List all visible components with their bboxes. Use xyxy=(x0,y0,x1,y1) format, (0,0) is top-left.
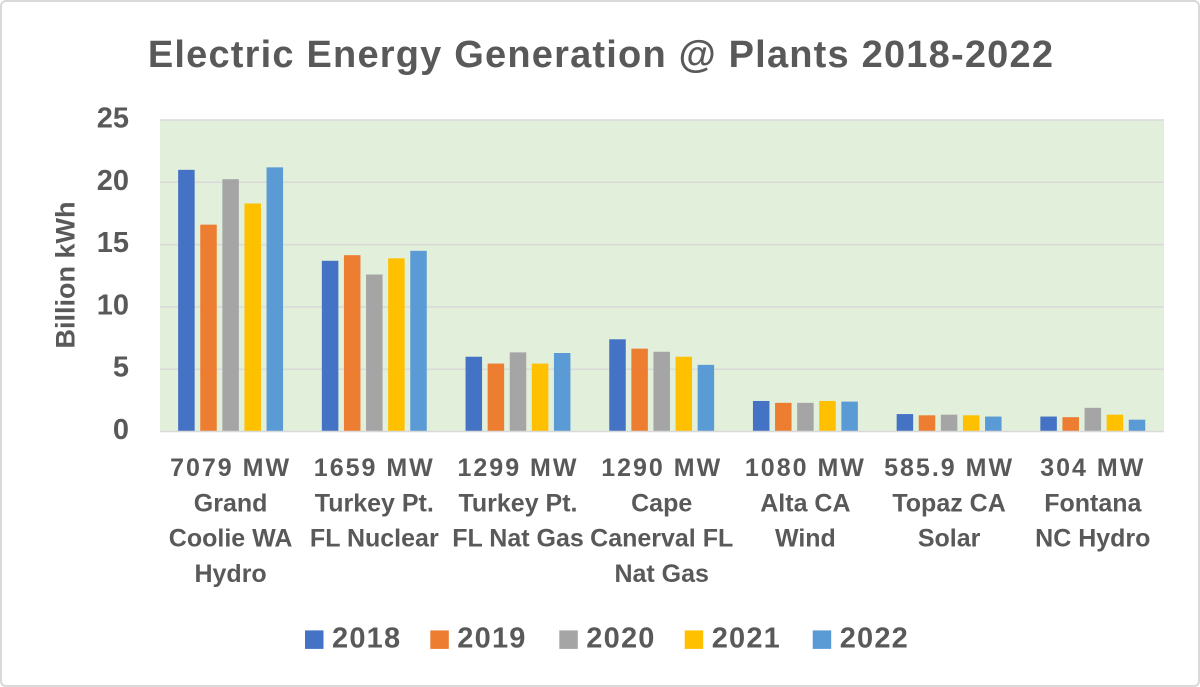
svg-text:Nat Gas: Nat Gas xyxy=(614,560,708,588)
svg-text:1290 MW: 1290 MW xyxy=(601,454,722,482)
svg-text:585.9 MW: 585.9 MW xyxy=(884,454,1014,482)
svg-text:2020: 2020 xyxy=(586,623,655,655)
svg-text:Solar: Solar xyxy=(918,525,981,553)
svg-text:Topaz CA: Topaz CA xyxy=(892,489,1005,517)
svg-text:2022: 2022 xyxy=(840,623,909,655)
svg-text:Fontana: Fontana xyxy=(1044,489,1142,517)
svg-text:0: 0 xyxy=(113,414,129,446)
svg-text:FL Nuclear: FL Nuclear xyxy=(310,525,439,553)
svg-text:5: 5 xyxy=(113,352,129,384)
svg-text:304 MW: 304 MW xyxy=(1040,454,1145,482)
svg-text:1659 MW: 1659 MW xyxy=(314,454,435,482)
svg-text:Canerval FL: Canerval FL xyxy=(590,525,733,553)
svg-text:20: 20 xyxy=(97,165,129,197)
svg-text:Turkey Pt.: Turkey Pt. xyxy=(315,489,434,517)
svg-text:2021: 2021 xyxy=(712,623,781,655)
svg-text:25: 25 xyxy=(97,103,129,135)
svg-text:Billion kWh: Billion kWh xyxy=(51,202,81,349)
svg-text:10: 10 xyxy=(97,289,129,321)
svg-text:FL Nat Gas: FL Nat Gas xyxy=(452,525,584,553)
svg-text:Wind: Wind xyxy=(775,525,836,553)
svg-text:Hydro: Hydro xyxy=(194,560,266,588)
svg-text:NC Hydro: NC Hydro xyxy=(1035,525,1150,553)
svg-text:1299 MW: 1299 MW xyxy=(458,454,579,482)
svg-text:Turkey Pt.: Turkey Pt. xyxy=(458,489,577,517)
svg-text:2019: 2019 xyxy=(457,623,526,655)
svg-text:Coolie WA: Coolie WA xyxy=(169,525,293,553)
svg-text:15: 15 xyxy=(97,227,129,259)
svg-text:Cape: Cape xyxy=(631,489,692,517)
svg-text:Grand: Grand xyxy=(194,489,268,517)
svg-text:Electric Energy Generation @ P: Electric Energy Generation @ Plants 2018… xyxy=(148,34,1054,76)
svg-text:1080 MW: 1080 MW xyxy=(745,454,866,482)
svg-text:2018: 2018 xyxy=(332,623,401,655)
svg-text:Alta CA: Alta CA xyxy=(760,489,850,517)
svg-text:7079 MW: 7079 MW xyxy=(170,454,291,482)
